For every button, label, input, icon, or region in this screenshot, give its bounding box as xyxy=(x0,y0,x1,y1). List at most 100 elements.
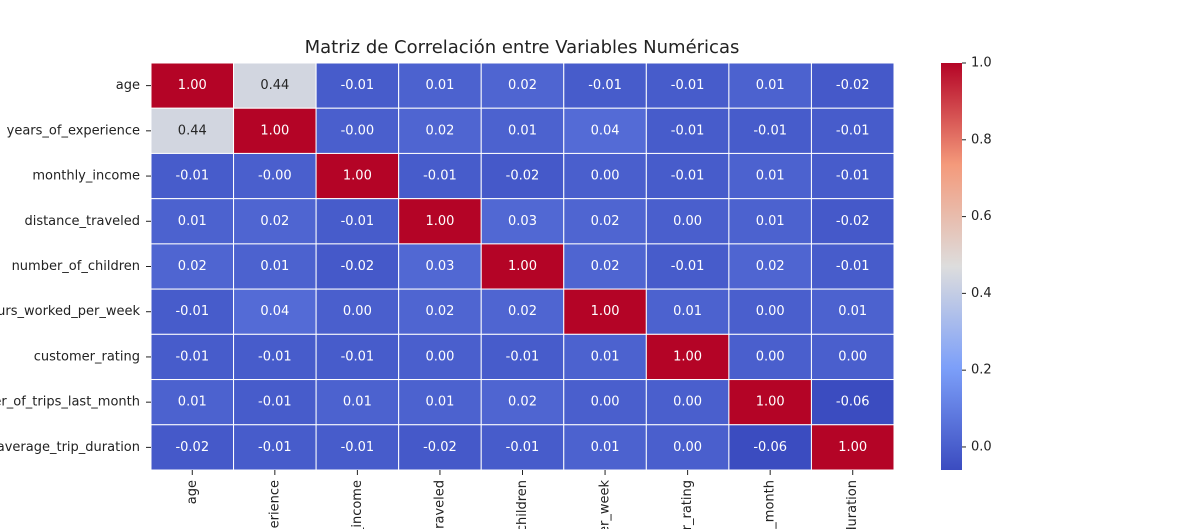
y-tick-label: age xyxy=(116,78,140,93)
cell-label: 0.03 xyxy=(425,259,454,274)
cell-label: -0.01 xyxy=(671,169,705,184)
cell-label: -0.01 xyxy=(671,259,705,274)
heatmap-cell xyxy=(728,107,812,154)
cell-label: -0.01 xyxy=(588,78,622,93)
heatmap-cell xyxy=(150,424,235,471)
colorbar xyxy=(941,63,962,470)
heatmap-cell xyxy=(233,152,317,200)
cell-label: 0.01 xyxy=(756,169,785,184)
heatmap-cell xyxy=(645,333,730,381)
cell-label: 0.01 xyxy=(178,395,207,410)
cell-label: 0.01 xyxy=(756,78,785,93)
heatmap-cell xyxy=(398,243,482,290)
cell-label: 0.01 xyxy=(591,349,620,364)
cell-label: 0.00 xyxy=(673,395,702,410)
x-tick-label: distance_traveled xyxy=(432,480,447,529)
cell-label: -0.01 xyxy=(671,78,705,93)
cell-label: 0.01 xyxy=(756,214,785,229)
cell-label: -0.02 xyxy=(836,78,870,93)
chart-title: Matriz de Correlación entre Variables Nu… xyxy=(305,37,740,58)
cell-label: -0.01 xyxy=(258,395,292,410)
x-tick-label: number_of_children xyxy=(515,480,530,529)
cell-label: 0.01 xyxy=(260,259,289,274)
x-tick-label: average_trip_duration xyxy=(845,480,860,529)
heatmap-cell xyxy=(810,152,895,200)
heatmap-cell xyxy=(810,379,895,426)
cell-label: -0.01 xyxy=(423,169,457,184)
x-tick-label: years_of_experience xyxy=(267,480,282,529)
heatmap-cell xyxy=(810,288,895,335)
cell-label: -0.01 xyxy=(258,349,292,364)
cell-label: 0.01 xyxy=(425,78,454,93)
heatmap-cell xyxy=(398,424,482,471)
heatmap-cell xyxy=(315,288,400,335)
cell-label: 0.00 xyxy=(673,214,702,229)
cell-label: 0.01 xyxy=(673,304,702,319)
heatmap-cell xyxy=(315,424,400,471)
cell-label: 1.00 xyxy=(425,214,454,229)
heatmap-cell xyxy=(150,198,235,245)
heatmap-cell xyxy=(315,62,400,109)
cell-label: -0.02 xyxy=(175,440,209,455)
cell-label: 0.02 xyxy=(178,259,207,274)
heatmap-cell xyxy=(563,243,647,290)
heatmap-cell xyxy=(728,288,812,335)
cell-label: -0.06 xyxy=(753,440,787,455)
heatmap-cell xyxy=(233,198,317,245)
cell-label: -0.00 xyxy=(258,169,292,184)
colorbar-tick-label: 1.0 xyxy=(971,56,992,71)
heatmap-cell xyxy=(645,379,730,426)
y-tick-label: average_trip_duration xyxy=(0,440,140,455)
cell-label: 1.00 xyxy=(838,440,867,455)
cell-label: 0.01 xyxy=(838,304,867,319)
heatmap-cell xyxy=(233,62,317,109)
heatmap-cell xyxy=(645,243,730,290)
cell-label: -0.02 xyxy=(423,440,457,455)
heatmap-cell xyxy=(233,333,317,381)
cell-label: 0.01 xyxy=(343,395,372,410)
colorbar-tick-label: 0.0 xyxy=(971,439,992,454)
cell-label: 1.00 xyxy=(591,304,620,319)
cell-label: -0.01 xyxy=(175,169,209,184)
cell-label: 0.00 xyxy=(591,169,620,184)
cell-label: 0.00 xyxy=(425,349,454,364)
cell-label: -0.01 xyxy=(341,440,375,455)
cell-label: 0.01 xyxy=(425,395,454,410)
cell-label: 0.01 xyxy=(178,214,207,229)
cell-label: 0.00 xyxy=(673,440,702,455)
cell-label: 0.02 xyxy=(591,259,620,274)
heatmap-cell xyxy=(233,288,317,335)
heatmap-cell xyxy=(810,107,895,154)
cell-label: 0.00 xyxy=(838,349,867,364)
heatmap-cell xyxy=(398,152,482,200)
heatmap-cell xyxy=(315,379,400,426)
heatmap-cell xyxy=(150,62,235,109)
x-tick-label: number_of_trips_last_month xyxy=(763,480,778,529)
heatmap-cell xyxy=(563,288,647,335)
cell-label: -0.01 xyxy=(258,440,292,455)
heatmap-cell xyxy=(150,107,235,154)
heatmap-cell xyxy=(645,107,730,154)
heatmap-cell xyxy=(563,424,647,471)
colorbar-tick-label: 0.4 xyxy=(971,286,992,301)
y-tick-label: number_of_trips_last_month xyxy=(0,395,140,410)
cell-label: -0.01 xyxy=(341,78,375,93)
heatmap-cell xyxy=(315,243,400,290)
heatmap-cell xyxy=(563,379,647,426)
heatmap-cell xyxy=(315,107,400,154)
cell-label: 1.00 xyxy=(260,123,289,138)
colorbar-tick-label: 0.2 xyxy=(971,363,992,378)
cell-label: 0.02 xyxy=(508,395,537,410)
x-tick-label: customer_rating xyxy=(680,480,695,529)
cell-label: -0.02 xyxy=(836,214,870,229)
cell-label: 0.44 xyxy=(260,78,289,93)
colorbar-tick-label: 0.6 xyxy=(971,209,992,224)
heatmap-cell xyxy=(480,333,565,381)
y-tick-label: number_of_children xyxy=(12,259,140,274)
cell-label: 0.02 xyxy=(756,259,785,274)
heatmap-cell xyxy=(563,62,647,109)
cell-label: -0.01 xyxy=(671,123,705,138)
y-tick-label: distance_traveled xyxy=(24,214,140,229)
cell-label: 0.02 xyxy=(260,214,289,229)
